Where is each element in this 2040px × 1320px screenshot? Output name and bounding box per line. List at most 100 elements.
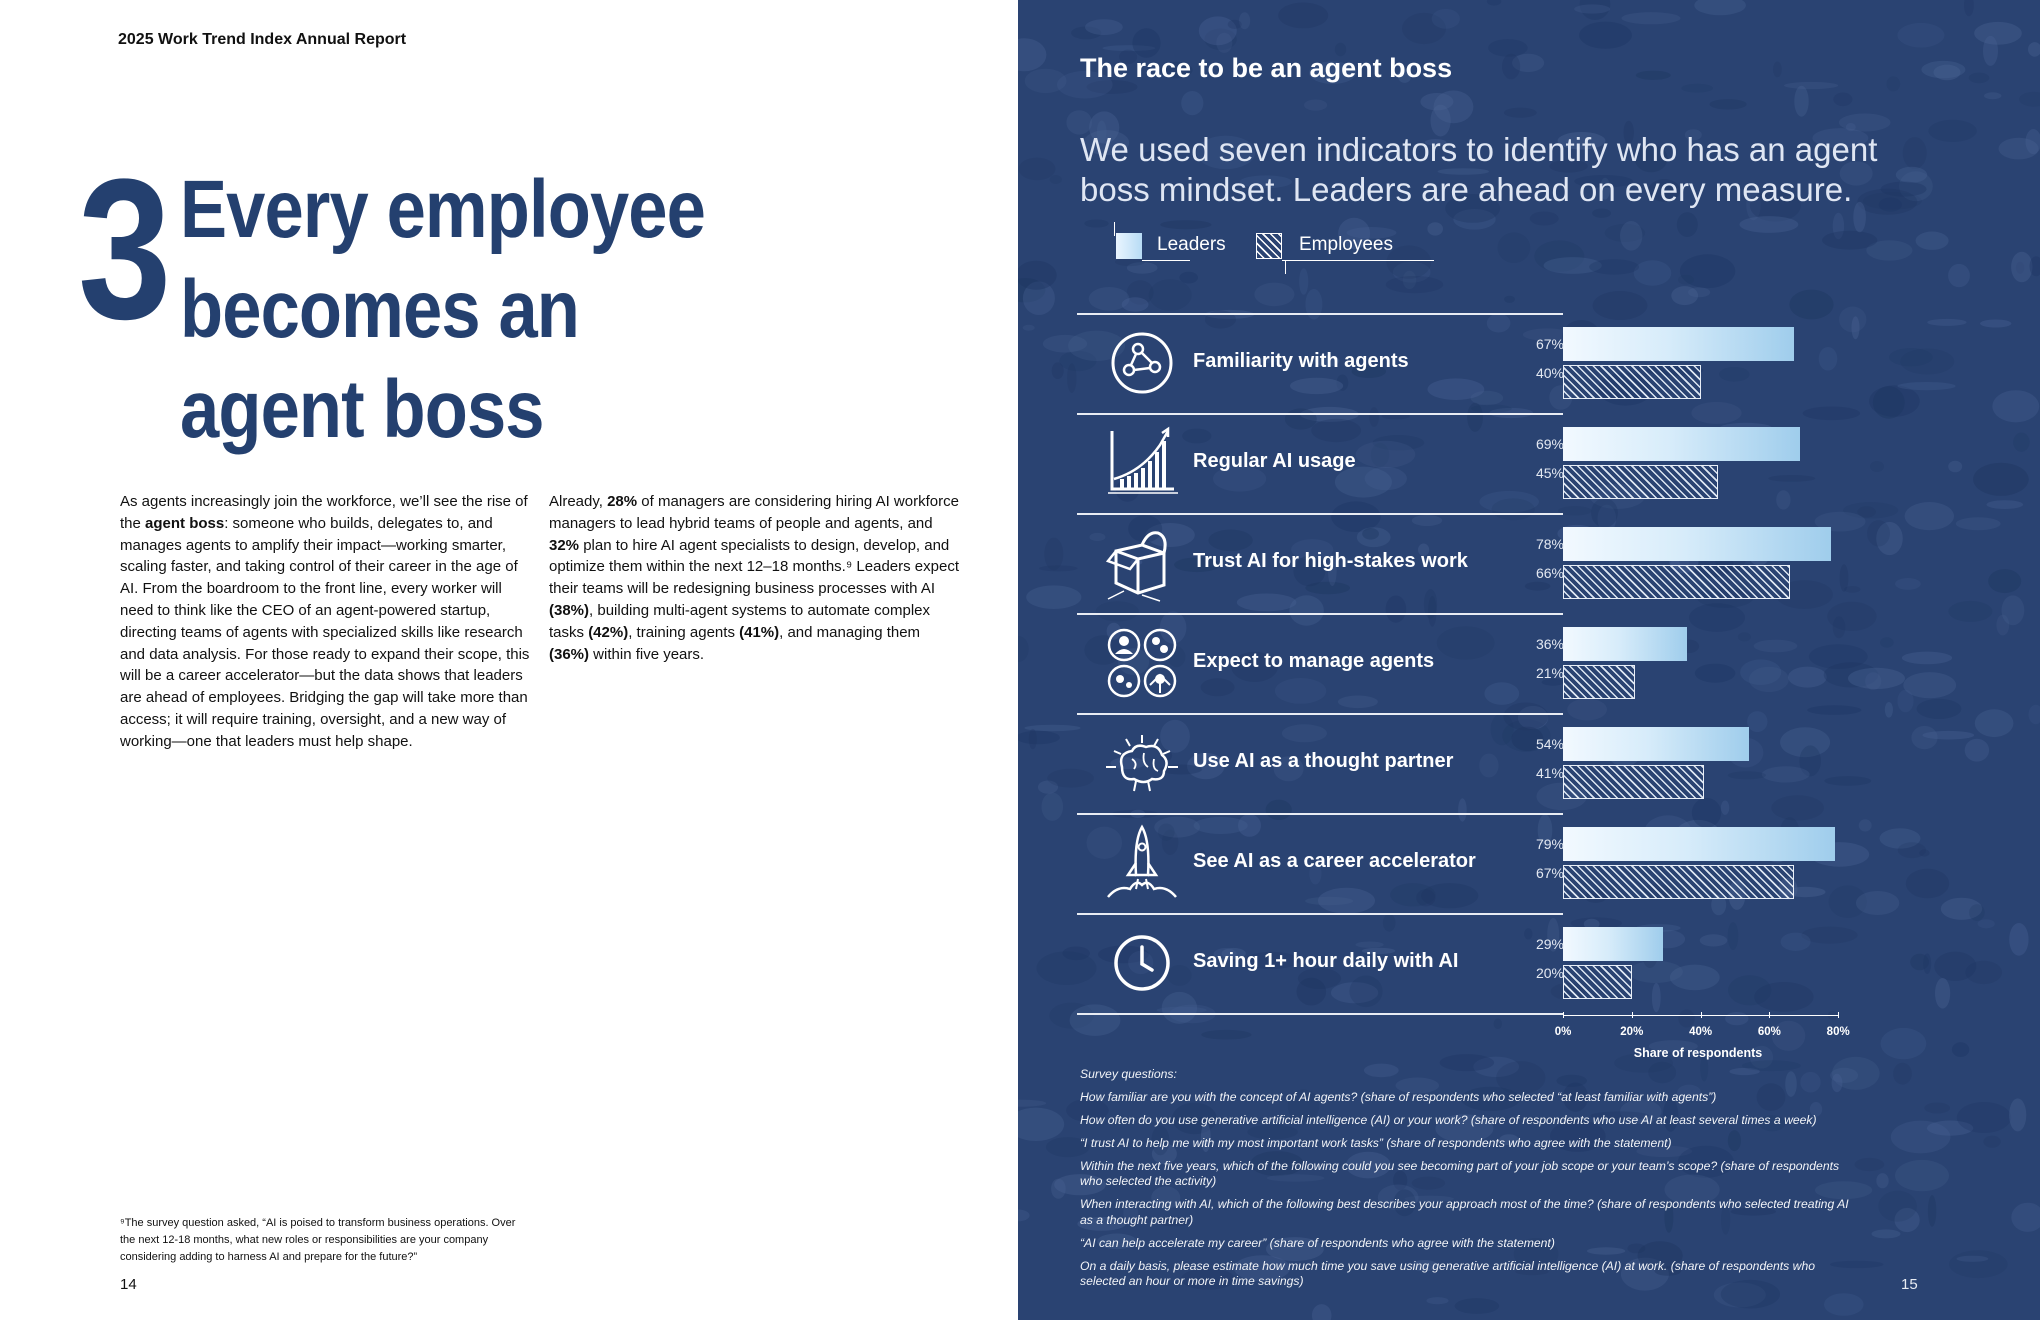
- texture-blot: [1529, 211, 1559, 226]
- texture-blot: [1968, 72, 1990, 84]
- texture-blot: [1154, 816, 1200, 838]
- texture-blot: [1948, 600, 1993, 622]
- texture-blot: [2009, 923, 2029, 956]
- texture-blot: [1244, 951, 1299, 970]
- emphasis-text: agent boss: [145, 514, 225, 532]
- body-text: , and managing them: [779, 623, 921, 641]
- texture-blot: [1854, 1157, 1885, 1172]
- texture-blot: [1047, 768, 1094, 788]
- texture-blot: [1784, 81, 1839, 90]
- texture-blot: [1018, 260, 1057, 290]
- texture-blot: [1983, 1135, 2001, 1148]
- texture-blot: [1345, 1151, 1391, 1179]
- texture-blot: [1794, 85, 1809, 117]
- texture-blot: [1771, 795, 1824, 821]
- texture-blot: [1299, 268, 1309, 295]
- texture-blot: [1648, 179, 1681, 202]
- texture-blot: [1411, 515, 1443, 526]
- texture-blot: [1829, 1260, 1884, 1269]
- texture-blot: [1934, 951, 1977, 981]
- texture-blot: [1895, 578, 1921, 590]
- x-axis-title: Share of respondents: [1633, 1046, 1763, 1060]
- texture-blot: [1278, 2, 1329, 29]
- texture-blot: [1851, 316, 1860, 340]
- texture-blot: [1737, 632, 1751, 642]
- texture-blot: [1749, 189, 1801, 222]
- x-axis-tick-label: 20%: [1620, 1026, 1644, 1038]
- texture-blot: [1831, 1073, 1843, 1093]
- texture-blot: [1067, 363, 1077, 394]
- texture-blot: [1848, 667, 1905, 690]
- texture-blot: [1799, 745, 1821, 777]
- texture-blot: [1756, 1083, 1786, 1111]
- row-separator: [1077, 1013, 1563, 1015]
- texture-blot: [1231, 651, 1278, 683]
- texture-blot: [1746, 187, 1761, 221]
- texture-blot: [1948, 263, 1970, 288]
- texture-blot: [1024, 68, 1067, 94]
- texture-blot: [1761, 766, 1810, 783]
- texture-blot: [1239, 12, 1251, 30]
- texture-blot: [2019, 91, 2040, 107]
- texture-blot: [1362, 528, 1379, 540]
- category-label: Regular AI usage: [1193, 450, 1356, 472]
- texture-blot: [1418, 543, 1430, 556]
- texture-blot: [1159, 611, 1187, 644]
- texture-blot: [1289, 595, 1324, 626]
- texture-blot: [2029, 256, 2040, 277]
- x-axis-tick-label: 0%: [1554, 1026, 1572, 1038]
- survey-questions: Survey questions: How familiar are you w…: [1080, 1067, 1860, 1297]
- texture-blot: [1827, 601, 1877, 632]
- texture-blot: [1355, 941, 1384, 948]
- texture-blot: [2011, 1202, 2040, 1232]
- texture-blot: [1926, 1120, 1974, 1136]
- value-label-employees: 66%: [1535, 565, 1564, 581]
- texture-blot: [1022, 324, 1035, 331]
- infographic-subtitle: We used seven indicators to identify who…: [1080, 131, 1878, 208]
- texture-blot: [1496, 1061, 1546, 1095]
- survey-question: “AI can help accelerate my career” (shar…: [1080, 1235, 1555, 1250]
- x-axis-tick: [1631, 1012, 1633, 1018]
- texture-blot: [1458, 798, 1467, 822]
- texture-blot: [1471, 404, 1512, 413]
- texture-blot: [1297, 968, 1342, 989]
- texture-blot: [1287, 1089, 1320, 1123]
- texture-blot: [1239, 175, 1292, 189]
- brain-idea-icon: [1102, 723, 1182, 803]
- texture-blot: [1181, 1268, 1235, 1290]
- texture-blot: [1550, 1120, 1606, 1152]
- texture-blot: [1839, 306, 1867, 333]
- texture-blot: [1126, 262, 1158, 274]
- texture-blot: [1427, 222, 1443, 236]
- texture-blot: [1676, 212, 1698, 238]
- texture-blot: [1382, 914, 1396, 932]
- texture-blot: [1049, 1002, 1094, 1029]
- texture-blot: [1940, 897, 1983, 920]
- bar-leaders: [1563, 827, 1835, 861]
- texture-blot: [1331, 982, 1379, 1004]
- texture-blot: [1549, 159, 1588, 173]
- texture-blot: [1479, 753, 1499, 778]
- texture-blot: [1126, 280, 1154, 305]
- texture-blot: [1018, 1099, 1047, 1107]
- texture-blot: [1161, 991, 1198, 1024]
- texture-blot: [1768, 475, 1816, 482]
- texture-blot: [1988, 569, 2022, 594]
- texture-blot: [1635, 70, 1671, 80]
- survey-question: When interacting with AI, which of the f…: [1080, 1197, 1849, 1227]
- texture-blot: [1534, 240, 1585, 272]
- texture-blot: [1410, 1260, 1438, 1272]
- texture-blot: [1977, 919, 1995, 929]
- texture-blot: [1664, 1201, 1674, 1233]
- texture-blot: [1234, 1255, 1290, 1282]
- texture-blot: [1254, 282, 1295, 307]
- texture-blot: [1800, 1071, 1821, 1093]
- texture-blot: [1986, 500, 2024, 509]
- texture-blot: [1314, 354, 1340, 367]
- texture-blot: [1681, 83, 1714, 93]
- texture-blot: [1467, 402, 1483, 432]
- value-label-leaders: 67%: [1535, 336, 1564, 352]
- texture-blot: [1637, 1241, 1683, 1270]
- texture-blot: [1843, 502, 1899, 519]
- texture-blot: [1042, 334, 1088, 353]
